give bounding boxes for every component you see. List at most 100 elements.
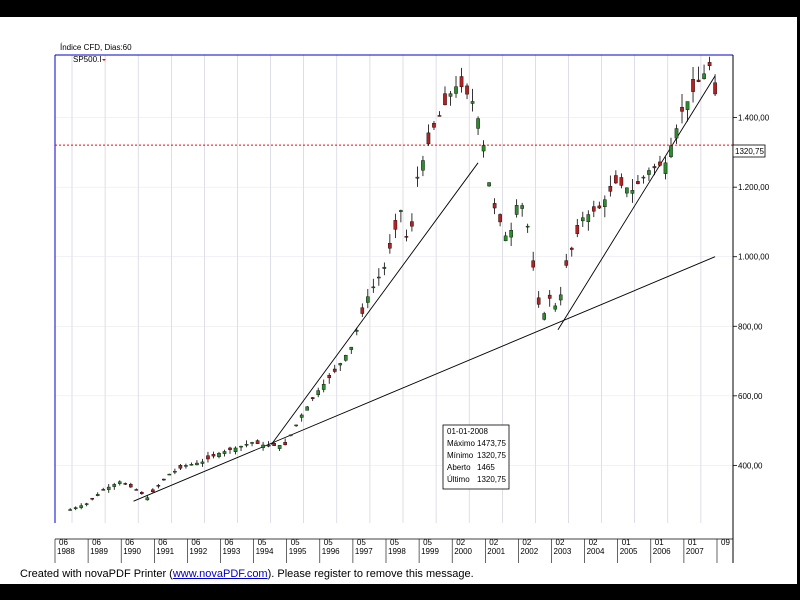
candle-body bbox=[327, 375, 332, 379]
candle-body bbox=[525, 225, 530, 228]
candle-body bbox=[498, 214, 502, 223]
candle-body bbox=[189, 464, 194, 466]
candle-body bbox=[366, 296, 370, 303]
candle-body bbox=[294, 424, 298, 427]
candle-body bbox=[619, 177, 624, 186]
candle-body bbox=[531, 260, 535, 268]
candle-body bbox=[592, 206, 596, 212]
footer-suffix: ). Please register to remove this messag… bbox=[267, 568, 474, 580]
x-tick-label-year: 1991 bbox=[156, 547, 174, 556]
last-price-label: 1320,75 bbox=[735, 147, 764, 156]
tooltip-date: 01-01-2008 bbox=[447, 427, 488, 436]
tooltip-label-open: Aberto bbox=[447, 463, 471, 472]
candle-body bbox=[481, 145, 486, 152]
candle-body bbox=[707, 62, 712, 67]
candle-body bbox=[239, 445, 243, 448]
x-tick-label-year: 2002 bbox=[520, 547, 538, 556]
trendline bbox=[133, 256, 716, 502]
tooltip-value-low: 1320,75 bbox=[477, 451, 506, 460]
candle-body bbox=[713, 82, 717, 95]
candle-body bbox=[134, 489, 139, 491]
symbol-label[interactable]: SP500.I bbox=[73, 55, 101, 64]
candle-body bbox=[261, 444, 265, 448]
candle-body bbox=[79, 505, 83, 508]
tooltip-label-low: Mínimo bbox=[447, 451, 474, 460]
candle-body bbox=[178, 465, 183, 469]
candle-body bbox=[228, 447, 232, 450]
candle-body bbox=[652, 166, 657, 169]
candle-body bbox=[696, 79, 701, 82]
x-tick-label-year: 1989 bbox=[90, 547, 108, 556]
candle-body bbox=[206, 455, 210, 460]
x-tick-label-year: 1999 bbox=[421, 547, 439, 556]
x-tick-label-month: 06 bbox=[92, 538, 101, 547]
price-chart: 400,00 600,00 800,00 1.000,00 1.200,00 1.400,… bbox=[54, 43, 770, 563]
x-tick-label-year: 2001 bbox=[487, 547, 505, 556]
x-tick-label-year: 2005 bbox=[620, 547, 638, 556]
x-tick-label-month: 02 bbox=[522, 538, 531, 547]
novapdf-link[interactable]: www.novaPDF.com bbox=[172, 568, 268, 580]
candle-body bbox=[244, 444, 249, 446]
candle-body bbox=[608, 186, 613, 192]
candle-body bbox=[217, 453, 221, 457]
candle-body bbox=[233, 447, 238, 452]
candle-body bbox=[597, 205, 602, 209]
x-tick-label-year: 2007 bbox=[686, 547, 704, 556]
candle-body bbox=[200, 461, 205, 464]
candle-body bbox=[503, 235, 508, 242]
x-tick-label-month: 06 bbox=[191, 538, 200, 547]
candle-body bbox=[68, 509, 72, 511]
candle-body bbox=[586, 214, 591, 222]
candle-body bbox=[399, 210, 403, 212]
candle-body bbox=[553, 305, 558, 310]
pdf-watermark-footer: Created with novaPDF Printer (www.novaPD… bbox=[20, 568, 474, 580]
x-tick-label-month: 01 bbox=[688, 538, 697, 547]
candle-body bbox=[277, 445, 282, 449]
candle-body bbox=[321, 384, 326, 390]
candle-body bbox=[536, 297, 541, 305]
symbol-dropdown-icon[interactable] bbox=[102, 59, 106, 61]
candle-body bbox=[476, 118, 480, 129]
x-tick-label-month: 05 bbox=[258, 538, 267, 547]
candle-body bbox=[123, 483, 128, 485]
candle-body bbox=[636, 181, 640, 184]
x-tick-label-month: 06 bbox=[59, 538, 68, 547]
x-tick-label-year: 1993 bbox=[223, 547, 241, 556]
candle-body bbox=[685, 101, 690, 110]
chart-page: 400,00 600,00 800,00 1.000,00 1.200,00 1.400,… bbox=[0, 17, 797, 584]
x-tick-label-year: 1996 bbox=[322, 547, 340, 556]
candle-body bbox=[354, 330, 359, 332]
candle-body bbox=[547, 294, 552, 299]
candle-body bbox=[454, 86, 458, 94]
y-tick-label: 1.200,00 bbox=[738, 183, 770, 192]
candle-body bbox=[195, 462, 199, 466]
candle-body bbox=[332, 368, 337, 372]
candle-body bbox=[250, 442, 254, 444]
candle-body bbox=[106, 486, 111, 490]
candle-body bbox=[426, 132, 431, 145]
candle-body bbox=[702, 73, 706, 79]
candle-body bbox=[371, 286, 376, 289]
candle-body bbox=[343, 355, 348, 361]
candle-body bbox=[658, 161, 662, 166]
candle-body bbox=[222, 451, 227, 454]
x-tick-label-month: 05 bbox=[390, 538, 399, 547]
candle-body bbox=[437, 115, 442, 117]
candle-body bbox=[167, 473, 172, 476]
candle-body bbox=[305, 406, 309, 411]
candle-body bbox=[283, 442, 287, 446]
x-tick-label-month: 06 bbox=[225, 538, 234, 547]
candle-body bbox=[388, 243, 392, 249]
candle-body bbox=[410, 221, 414, 227]
x-tick-label-month: 02 bbox=[489, 538, 498, 547]
candle-body bbox=[603, 199, 607, 208]
tooltip-value-high: 1473,75 bbox=[477, 439, 506, 448]
x-tick-label-year: 1992 bbox=[189, 547, 207, 556]
candle-body bbox=[145, 497, 150, 501]
tooltip-value-close: 1320,75 bbox=[477, 475, 506, 484]
x-tick-label-month: 01 bbox=[655, 538, 664, 547]
trendline bbox=[270, 162, 479, 445]
x-tick-label-month: 05 bbox=[291, 538, 300, 547]
candle-body bbox=[542, 313, 547, 320]
tooltip-label-high: Máximo bbox=[447, 439, 476, 448]
